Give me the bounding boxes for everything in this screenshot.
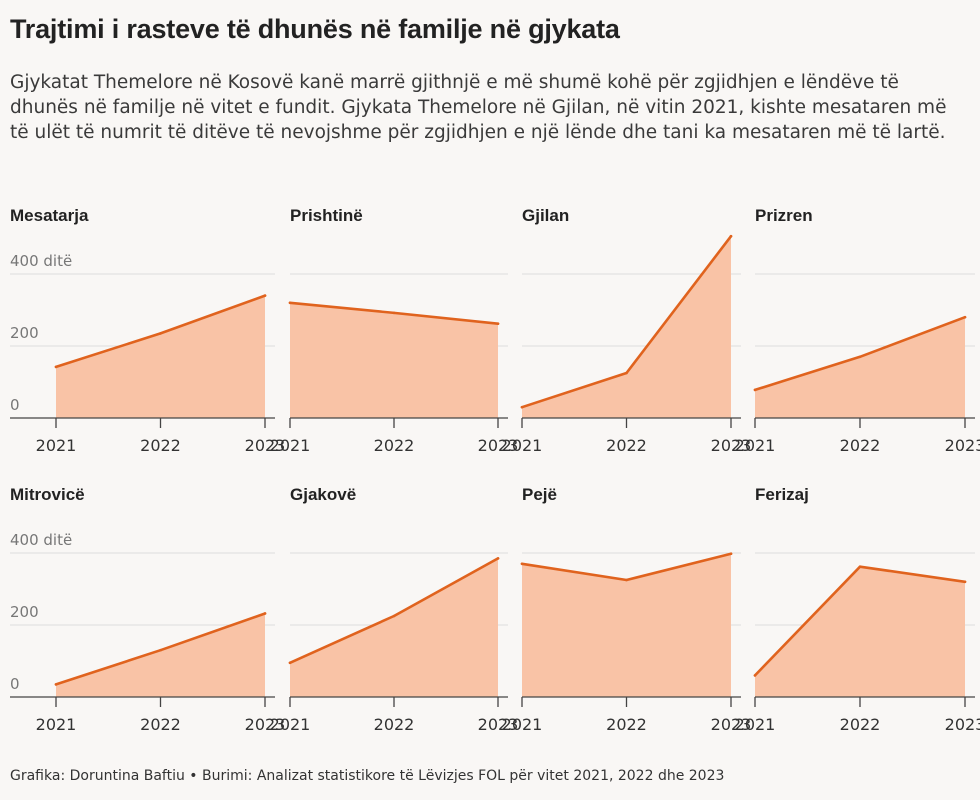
data-point [625, 371, 628, 375]
panel-title: Ferizaj [755, 485, 809, 504]
panel-title: Pejë [522, 485, 557, 504]
data-point [963, 315, 967, 319]
x-tick-label: 2021 [36, 436, 77, 455]
x-tick-label: 2023 [945, 715, 980, 734]
chart-panel: 2021 2022 2023 [735, 273, 980, 455]
data-point [392, 311, 396, 315]
panel-title: Gjakovë [290, 485, 357, 504]
data-point [625, 578, 628, 582]
data-point [496, 557, 500, 560]
data-point [753, 674, 757, 677]
x-tick-label: 2021 [735, 436, 776, 455]
panel-title: Gjilan [522, 206, 570, 225]
panel-title: Mesatarja [10, 206, 89, 225]
area-fill [290, 302, 498, 418]
data-point [729, 234, 733, 238]
chart-panel: 2021 2022 2023 [735, 552, 980, 734]
chart-panel: 2021 2022 2023 [270, 552, 519, 734]
area-fill [56, 613, 265, 697]
x-tick-label: 2021 [502, 436, 543, 455]
y-tick-label: 400 ditë [10, 252, 72, 270]
x-tick-label: 2023 [245, 436, 286, 455]
data-point [858, 565, 862, 568]
data-point [159, 332, 162, 335]
x-tick-label: 2022 [606, 436, 647, 455]
data-point [54, 365, 58, 369]
y-tick-label: 200 [10, 603, 39, 621]
data-point [288, 661, 292, 665]
x-tick-label: 2022 [374, 436, 415, 455]
x-tick-label: 2021 [36, 715, 77, 734]
chart-panel: 2021 2022 2023 [502, 552, 752, 734]
x-tick-label: 2021 [270, 436, 311, 455]
data-point [496, 322, 500, 325]
data-point [520, 405, 524, 409]
x-tick-label: 2022 [140, 715, 181, 734]
data-point [753, 388, 757, 392]
area-fill [522, 553, 731, 697]
area-fill [522, 236, 731, 418]
panel-title: Mitrovicë [10, 485, 85, 504]
x-tick-label: 2023 [711, 436, 752, 455]
data-point [729, 552, 733, 556]
y-tick-label: 0 [10, 396, 20, 414]
data-point [159, 648, 162, 652]
area-fill [755, 566, 965, 697]
data-point [54, 683, 58, 686]
area-fill [290, 558, 498, 697]
x-tick-label: 2023 [478, 715, 519, 734]
y-tick-label: 200 [10, 324, 39, 342]
x-tick-label: 2022 [374, 715, 415, 734]
area-fill [56, 295, 265, 418]
chart-subtitle: Gjykatat Themelore në Kosovë kanë marrë … [10, 72, 947, 143]
x-tick-label: 2021 [270, 715, 311, 734]
x-tick-label: 2021 [735, 715, 776, 734]
y-tick-label: 0 [10, 675, 20, 693]
chart-panel: 0 200 400 ditë 2021 2022 2023 [10, 531, 285, 734]
chart-panel: 0 200 400 ditë 2021 2022 2023 [10, 252, 285, 455]
data-point [392, 614, 396, 618]
x-tick-label: 2022 [606, 715, 647, 734]
source-footer: Grafika: Doruntina Baftiu • Burimi: Anal… [10, 768, 725, 784]
x-tick-label: 2023 [245, 715, 286, 734]
area-fill [755, 317, 965, 418]
chart-title: Trajtimi i rasteve të dhunës në familje … [10, 14, 620, 44]
x-tick-label: 2021 [502, 715, 543, 734]
panel-title: Prizren [755, 206, 813, 225]
x-tick-label: 2022 [840, 436, 881, 455]
y-tick-label: 400 ditë [10, 531, 72, 549]
x-tick-label: 2023 [478, 436, 519, 455]
x-tick-label: 2023 [945, 436, 980, 455]
x-tick-label: 2022 [840, 715, 881, 734]
data-point [288, 301, 292, 305]
data-point [263, 294, 267, 297]
data-point [858, 355, 862, 359]
chart-panel: 2021 2022 2023 [270, 273, 519, 455]
data-point [263, 612, 267, 615]
data-point [963, 580, 967, 584]
x-tick-label: 2022 [140, 436, 181, 455]
chart-panel: 2021 2022 2023 [502, 234, 752, 455]
panel-title: Prishtinë [290, 206, 363, 225]
data-point [520, 562, 524, 566]
x-tick-label: 2023 [711, 715, 752, 734]
